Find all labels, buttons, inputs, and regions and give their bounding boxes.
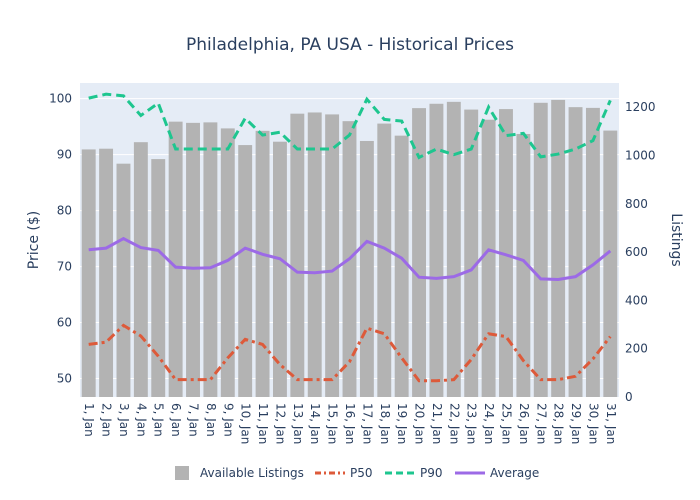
y2-tick-label: 600	[625, 245, 648, 259]
x-tick-label: 12, Jan	[273, 403, 287, 444]
y2-tick-label: 400	[625, 293, 648, 307]
bar-available-listings	[325, 114, 340, 398]
x-tick-label: 24, Jan	[482, 403, 496, 444]
x-tick-labels: 1, Jan 2, Jan 3, Jan 4, Jan 5, Jan 6, Jan 7, J…	[82, 403, 618, 444]
line-p90	[88, 92, 612, 160]
x-tick-label: 19, Jan	[395, 403, 409, 444]
bar-available-listings	[238, 145, 253, 397]
line-p50	[88, 323, 612, 383]
x-tick-label: 8, Jan	[204, 403, 218, 437]
x-tick-label: 15, Jan	[326, 403, 340, 444]
bar-available-listings	[203, 122, 218, 398]
y2-tick-label: 1000	[625, 148, 656, 162]
y2-tick-label: 800	[625, 197, 648, 211]
bar-available-listings	[81, 149, 96, 397]
bar-available-listings	[116, 163, 131, 397]
bar-available-listings	[499, 109, 513, 397]
x-tick-label: 31, Jan	[604, 403, 618, 444]
chart-title: Philadelphia, PA USA - Historical Prices	[186, 35, 514, 55]
legend-label-available-listings: Available Listings	[200, 466, 304, 480]
bar-available-listings	[272, 141, 287, 397]
x-tick-label: 9, Jan	[221, 403, 235, 437]
y-tick-label: 80	[57, 204, 72, 218]
legend-label-p90: P90	[420, 466, 443, 480]
x-tick-label: 22, Jan	[447, 403, 461, 444]
bar-available-listings	[568, 107, 583, 398]
bar-available-listings	[603, 130, 618, 398]
legend: Available Listings P50 P90 Average	[175, 466, 539, 480]
bar-available-listings	[186, 122, 200, 397]
x-tick-label: 29, Jan	[569, 403, 583, 444]
bar-available-listings	[168, 121, 183, 398]
bar-available-listings	[464, 109, 479, 398]
x-tick-label: 4, Jan	[134, 403, 148, 437]
bar-available-listings	[412, 108, 427, 398]
bar-available-listings	[394, 135, 409, 397]
x-tick-label: 23, Jan	[465, 403, 479, 444]
bar-available-listings	[133, 142, 148, 397]
bar-available-listings	[481, 119, 496, 398]
legend-label-p50: P50	[350, 466, 373, 480]
x-tick-label: 30, Jan	[586, 403, 600, 444]
x-tick-label: 20, Jan	[413, 403, 427, 444]
bar-available-listings	[516, 133, 531, 398]
bar-available-listings	[151, 159, 166, 397]
x-tick-label: 21, Jan	[430, 403, 444, 444]
x-tick-label: 16, Jan	[343, 403, 357, 444]
bar-available-listings	[99, 148, 114, 397]
bar-available-listings	[290, 113, 305, 397]
y2-tick-label: 1200	[625, 100, 656, 114]
bar-available-listings	[446, 101, 461, 397]
bar-available-listings	[307, 112, 322, 398]
x-tick-label: 13, Jan	[291, 403, 305, 444]
bar-available-listings	[533, 102, 548, 397]
y-tick-label: 60	[57, 316, 72, 330]
x-tick-label: 28, Jan	[552, 403, 566, 444]
bar-available-listings	[359, 140, 374, 397]
bar-available-listings	[429, 103, 444, 397]
x-tick-label: 18, Jan	[378, 403, 392, 444]
x-tick-label: 6, Jan	[169, 403, 183, 437]
y2-axis-title: Listings	[668, 213, 684, 266]
y-tick-label: 50	[57, 372, 72, 386]
line-average	[88, 236, 612, 281]
x-tick-label: 2, Jan	[100, 403, 114, 437]
bar-available-listings	[377, 123, 392, 397]
x-tick-label: 11, Jan	[256, 403, 270, 444]
x-tick-label: 3, Jan	[117, 403, 131, 437]
bar-available-listings	[551, 99, 566, 398]
y2-tick-label: 0	[625, 390, 633, 404]
y-tick-label: 90	[57, 148, 72, 162]
x-tick-label: 5, Jan	[152, 403, 166, 437]
y-tick-label: 100	[49, 92, 72, 106]
y2-tick-label: 200	[625, 342, 648, 356]
bar-available-listings	[585, 107, 600, 397]
bar-available-listings	[255, 130, 270, 397]
x-tick-label: 17, Jan	[360, 403, 374, 444]
legend-swatch-available-listings	[175, 466, 189, 480]
y-tick-label: 70	[57, 260, 72, 274]
x-tick-label: 10, Jan	[239, 403, 253, 444]
x-tick-label: 25, Jan	[499, 403, 513, 444]
x-tick-label: 7, Jan	[187, 403, 201, 437]
legend-label-average: Average	[490, 466, 539, 480]
x-tick-label: 26, Jan	[517, 403, 531, 444]
x-tick-label: 1, Jan	[82, 403, 96, 437]
y-axis-title: Price ($)	[26, 211, 42, 269]
x-tick-label: 27, Jan	[534, 403, 548, 444]
bar-available-listings	[220, 128, 235, 397]
x-tick-label: 14, Jan	[308, 403, 322, 444]
